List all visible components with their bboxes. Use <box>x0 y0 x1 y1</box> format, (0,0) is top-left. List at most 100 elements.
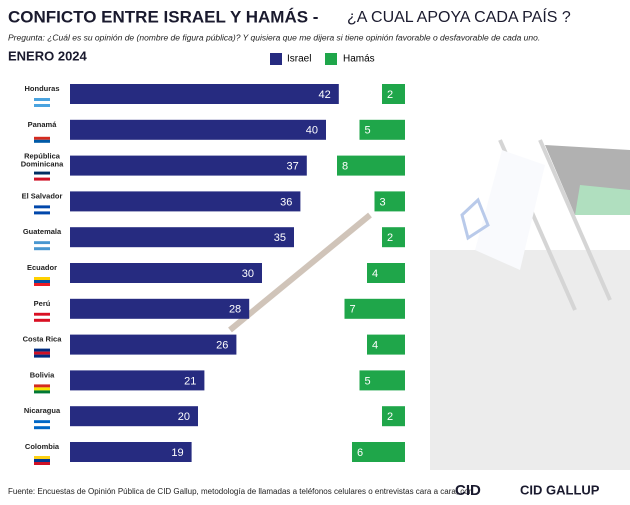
legend-swatch <box>270 53 282 65</box>
flag-stripe <box>34 387 50 391</box>
hamas-value-label: 7 <box>350 304 356 316</box>
hamas-bar <box>367 334 405 355</box>
flag-stripe <box>34 420 50 424</box>
flag-stripe <box>34 426 50 430</box>
source: Fuente: Encuestas de Opinión Pública de … <box>8 487 473 496</box>
israel-value-label: 26 <box>216 340 228 352</box>
israel-value-label: 42 <box>319 89 331 101</box>
legend-label: Israel <box>287 54 311 65</box>
hamas-value-label: 5 <box>365 125 371 137</box>
flag-stripe <box>34 351 50 355</box>
hamas-bar <box>337 155 405 176</box>
hamas-bar <box>382 227 405 248</box>
flag-stripe <box>34 315 50 319</box>
category-label: Nicaragua <box>24 406 61 415</box>
israel-value-label: 36 <box>280 196 292 208</box>
flag-stripe <box>34 177 50 181</box>
israel-bar <box>70 191 301 212</box>
hamas-value-label: 4 <box>372 268 378 280</box>
hamas-bar <box>359 370 405 391</box>
israel-value-label: 20 <box>178 411 190 423</box>
israel-bar <box>70 406 198 427</box>
israel-bar <box>70 442 192 462</box>
hamas-bar <box>344 298 405 319</box>
flag-stripe <box>34 174 50 178</box>
hamas-bar <box>382 406 405 427</box>
flag-stripe <box>34 205 50 209</box>
hamas-value-label: 4 <box>372 340 378 352</box>
israel-bar <box>70 334 237 355</box>
israel-value-label: 40 <box>306 125 318 137</box>
flag-stripe <box>34 348 50 352</box>
flag-stripe <box>34 277 50 280</box>
legend-swatch <box>325 53 337 65</box>
category-label: Honduras <box>24 84 59 93</box>
israel-bar <box>70 84 339 104</box>
flag-stripe <box>34 136 50 140</box>
flag-stripe <box>34 133 50 137</box>
category-label: Costa Rica <box>23 335 63 344</box>
category-label: Perú <box>34 299 51 308</box>
hamas-bar <box>352 442 405 462</box>
israel-bar <box>70 155 307 176</box>
israel-value-label: 19 <box>171 447 183 459</box>
category-label: Colombia <box>25 442 60 451</box>
flag-stripe <box>34 244 50 248</box>
logo: CID <box>455 482 481 499</box>
flag-stripe <box>34 101 50 104</box>
hamas-value-label: 2 <box>387 232 393 244</box>
hamas-value-label: 2 <box>387 411 393 423</box>
israel-bar <box>70 263 262 283</box>
date: ENERO 2024 <box>8 48 88 63</box>
flag-stripe <box>34 280 50 283</box>
flag-stripe <box>34 459 50 462</box>
subtitle: Pregunta: ¿Cuál es su opinión de (nombre… <box>8 32 540 42</box>
flag-stripe <box>34 241 50 245</box>
category-label: Bolivia <box>30 370 55 379</box>
category-label: República Dominicana <box>21 152 64 169</box>
hamas-bar <box>359 119 405 140</box>
flag-stripe <box>34 104 50 107</box>
israel-bar <box>70 227 294 248</box>
category-label-line: República <box>24 152 61 161</box>
hamas-bar <box>367 263 405 283</box>
hamas-value-label: 6 <box>357 447 363 459</box>
title: CONFICTO ENTRE ISRAEL Y HAMÁS - <box>8 7 318 26</box>
flag-stripe <box>34 384 50 388</box>
flag-stripe <box>34 318 50 322</box>
flag-stripe <box>34 208 50 212</box>
israel-bar <box>70 370 205 391</box>
israel-value-label: 21 <box>184 375 196 387</box>
flag-stripe <box>34 139 50 143</box>
flag-stripe <box>34 283 50 286</box>
flag-stripe <box>34 247 50 251</box>
flag-stripe <box>34 211 50 215</box>
category-label: El Salvador <box>22 191 63 200</box>
title-suffix: ¿A CUAL APOYA CADA PAÍS ? <box>347 7 571 26</box>
israel-value-label: 37 <box>287 161 299 173</box>
flag-stripe <box>34 462 50 465</box>
legend-label: Hamás <box>343 54 375 65</box>
hamas-value-label: 2 <box>387 89 393 101</box>
israel-bar <box>70 298 250 319</box>
category-label: Guatemala <box>23 227 62 236</box>
background-art <box>228 139 630 470</box>
flag-stripe <box>34 456 50 459</box>
flag-stripe <box>34 312 50 316</box>
hamas-bar <box>374 191 405 212</box>
hamas-value-label: 8 <box>342 161 348 173</box>
hamas-value-label: 5 <box>365 375 371 387</box>
flag-stripe <box>34 171 50 175</box>
hamas-value-label: 3 <box>380 196 386 208</box>
flag-stripe <box>34 354 50 358</box>
israel-value-label: 30 <box>242 268 254 280</box>
logo: CID GALLUP <box>520 482 600 497</box>
flag-stripe <box>34 390 50 394</box>
category-label-line: Dominicana <box>21 160 64 169</box>
israel-bar <box>70 119 326 140</box>
flag-stripe <box>34 423 50 427</box>
category-label: Ecuador <box>27 263 57 272</box>
israel-value-label: 28 <box>229 304 241 316</box>
hamas-bar <box>382 84 405 104</box>
